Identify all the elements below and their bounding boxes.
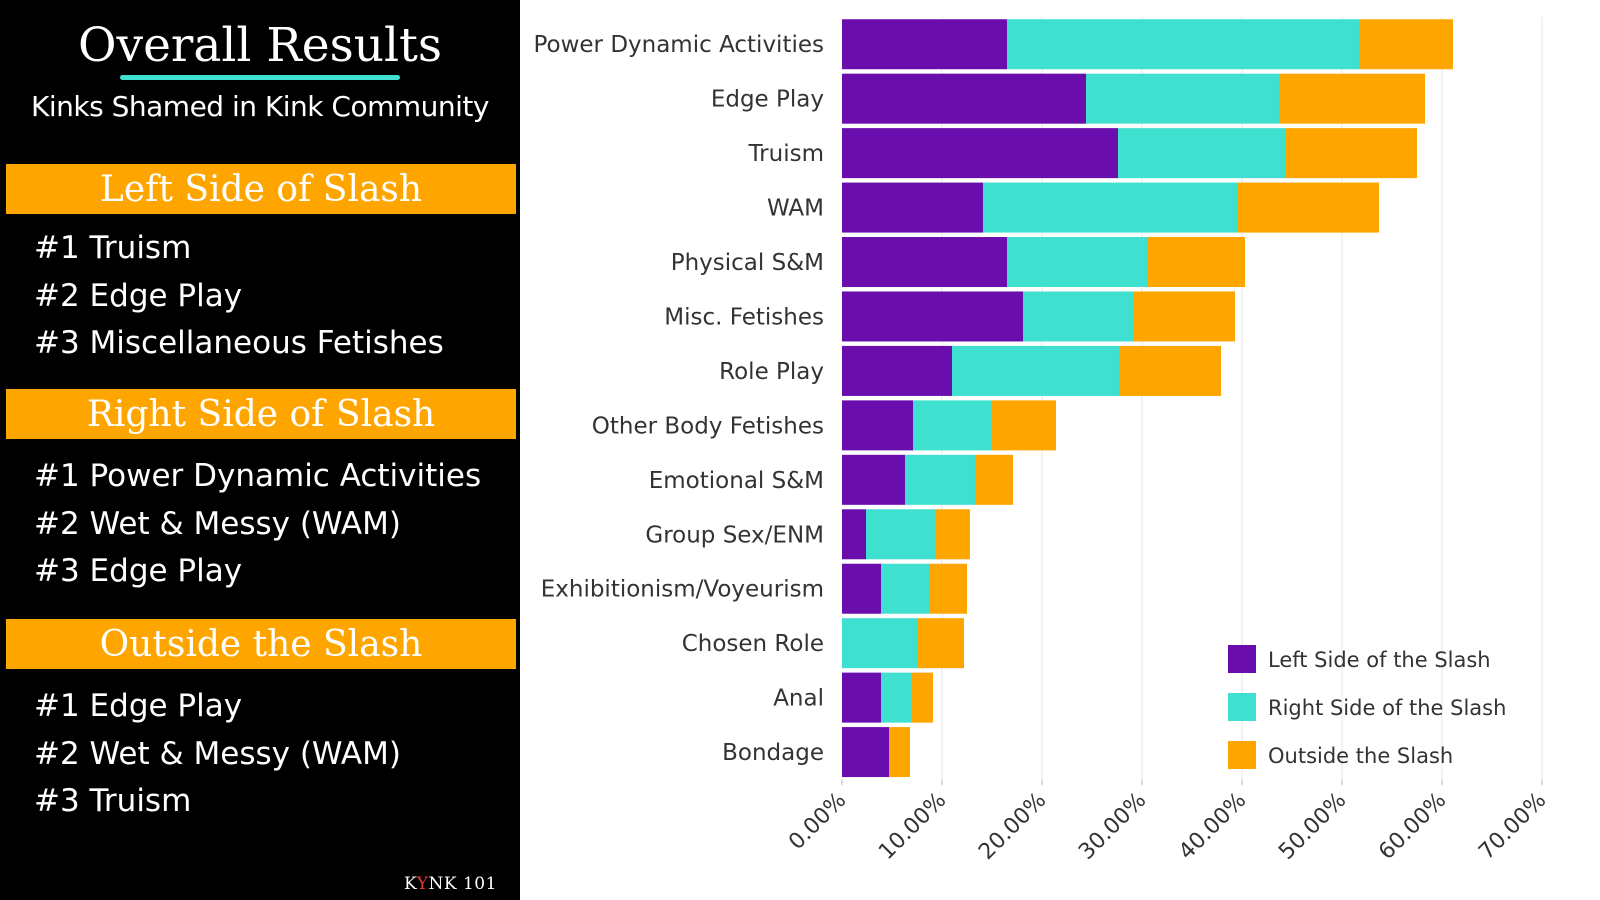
bar-left-segment [842, 454, 905, 505]
bar-outside-segment [1147, 237, 1245, 288]
bar-left-segment [842, 128, 1118, 179]
y-category-label: Physical S&M [671, 250, 824, 276]
brand-logo-accent: Y [416, 874, 429, 894]
y-category-label: Misc. Fetishes [664, 304, 824, 330]
legend-entry: Outside the Slash [1268, 744, 1453, 768]
bar-outside-segment [1119, 345, 1221, 396]
y-category-label: Truism [748, 141, 824, 167]
x-tick-label: 0.00% [784, 788, 851, 855]
bar-right-segment [913, 400, 992, 451]
bar-right-segment [952, 345, 1119, 396]
rank-item: #3 Edge Play [34, 553, 243, 589]
page-title: Overall Results [77, 18, 443, 73]
bar-outside-segment [975, 454, 1013, 505]
rank-item: #1 Edge Play [34, 688, 243, 724]
rank-item: #2 Wet & Messy (WAM) [34, 735, 401, 772]
bar-outside-segment [992, 400, 1056, 451]
bar-right-segment [1007, 237, 1147, 288]
brand-logo-end: NK 101 [428, 874, 497, 894]
bar-right-segment [866, 509, 936, 560]
results-panel: Overall Results Kinks Shamed in Kink Com… [0, 0, 520, 900]
brand-logo-start: K [404, 874, 417, 894]
y-category-label: WAM [767, 196, 824, 222]
bar-right-segment [1023, 291, 1133, 342]
rank-item: #3 Truism [34, 783, 192, 819]
section-header-right-side: Right Side of Slash [6, 389, 516, 439]
y-category-label: Chosen Role [682, 631, 824, 657]
bar-outside-segment [917, 618, 964, 669]
title-underline [120, 75, 400, 80]
bar-left-segment [842, 291, 1023, 342]
bar-outside-segment [912, 672, 933, 723]
bar-outside-segment [929, 563, 967, 614]
bar-right-segment [1007, 19, 1359, 70]
bar-right-segment [983, 182, 1238, 233]
bar-right-segment [842, 618, 917, 669]
bar-left-segment [842, 509, 866, 560]
brand-logo: KYNK 101 [404, 874, 497, 894]
legend-swatch [1228, 645, 1256, 673]
stacked-bar-chart: 0.00% 10.00% 20.00% 30.00% 40.00% 50.00% 60.00… [533, 17, 1551, 865]
bar-left-segment [842, 400, 913, 451]
y-category-label: Exhibitionism/Voyeurism [541, 577, 824, 603]
legend-entry: Right Side of the Slash [1268, 696, 1506, 720]
bar-right-segment [881, 672, 912, 723]
bar-left-segment [842, 727, 889, 778]
x-tick-label: 70.00% [1474, 788, 1551, 865]
bar-outside-segment [889, 727, 910, 778]
bar-left-segment [842, 237, 1007, 288]
y-category-label: Group Sex/ENM [645, 522, 824, 548]
section-header-left-side: Left Side of Slash [6, 164, 516, 214]
y-category-label: Emotional S&M [649, 468, 824, 494]
x-tick-label: 40.00% [1174, 788, 1251, 865]
bar-left-segment [842, 73, 1086, 124]
y-category-label: Edge Play [711, 87, 824, 113]
ranking-list-left-side: #1 Truism #2 Edge Play #3 Miscellaneous … [34, 225, 444, 368]
bar-left-segment [842, 672, 881, 723]
bar-outside-segment [1133, 291, 1235, 342]
x-tick-label: 50.00% [1274, 788, 1351, 865]
x-tick-label: 60.00% [1374, 788, 1451, 865]
y-category-label: Role Play [719, 359, 824, 385]
bar-outside-segment [1279, 73, 1425, 124]
bar-left-segment [842, 563, 881, 614]
bar-left-segment [842, 182, 983, 233]
rank-item: #1 Power Dynamic Activities [34, 458, 482, 494]
bar-outside-segment [1359, 19, 1453, 70]
bar-right-segment [881, 563, 929, 614]
bar-outside-segment [936, 509, 970, 560]
page-subtitle: Kinks Shamed in Kink Community [31, 90, 489, 123]
y-category-label: Anal [773, 686, 824, 712]
chart-area: 0.00% 10.00% 20.00% 30.00% 40.00% 50.00% 60.00… [520, 0, 1600, 900]
bar-right-segment [905, 454, 975, 505]
bar-right-segment [1118, 128, 1285, 179]
ranking-list-right-side: #1 Power Dynamic Activities #2 Wet & Mes… [34, 453, 481, 596]
bar-left-segment [842, 345, 952, 396]
legend-swatch [1228, 741, 1256, 769]
y-category-label: Other Body Fetishes [592, 413, 824, 439]
bar-left-segment [842, 19, 1007, 70]
y-category-label: Power Dynamic Activities [533, 32, 824, 58]
section-header-outside: Outside the Slash [6, 619, 516, 669]
ranking-list-outside: #1 Edge Play #2 Wet & Messy (WAM) #3 Tru… [34, 683, 401, 826]
bar-outside-segment [1238, 182, 1379, 233]
bar-outside-segment [1285, 128, 1417, 179]
legend-entry: Left Side of the Slash [1268, 648, 1491, 672]
bar-right-segment [1086, 73, 1279, 124]
rank-item: #3 Miscellaneous Fetishes [34, 325, 444, 361]
y-category-label: Bondage [722, 740, 824, 766]
rank-item: #1 Truism [34, 230, 192, 266]
x-tick-label: 30.00% [1074, 788, 1151, 865]
rank-item: #2 Wet & Messy (WAM) [34, 505, 401, 542]
legend-swatch [1228, 693, 1256, 721]
rank-item: #2 Edge Play [34, 277, 243, 314]
x-tick-label: 20.00% [974, 788, 1051, 865]
x-tick-label: 10.00% [874, 788, 951, 865]
